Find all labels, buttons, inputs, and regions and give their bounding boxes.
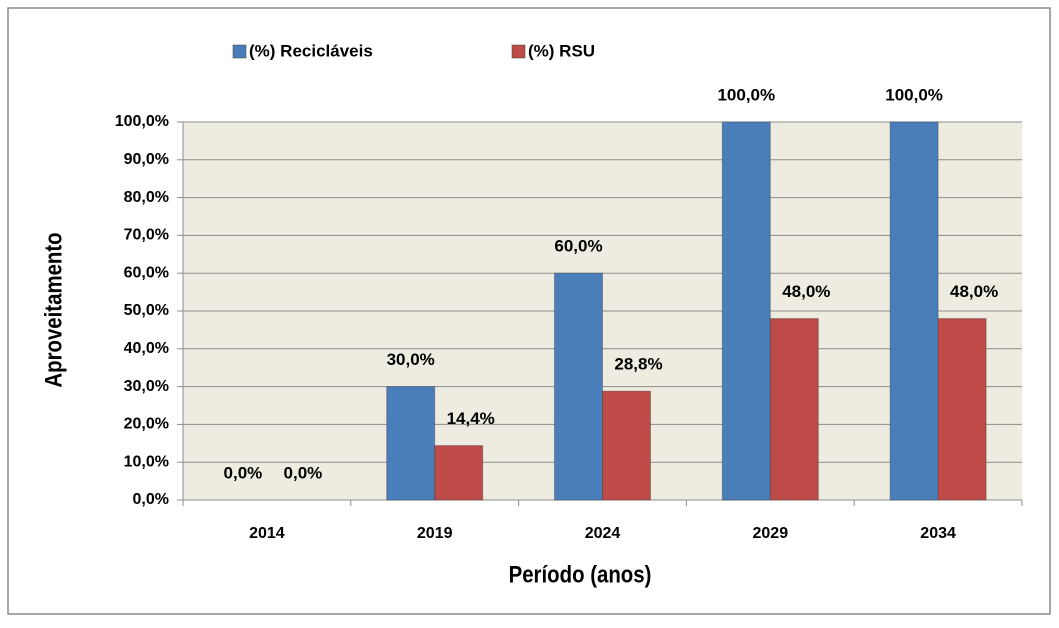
value-label: 48,0% xyxy=(950,282,998,301)
y-tick-label: 20,0% xyxy=(124,416,169,433)
value-label: 14,4% xyxy=(447,409,495,428)
bar xyxy=(937,318,987,501)
x-tick-label: 2024 xyxy=(585,525,621,542)
value-label: 28,8% xyxy=(614,355,662,374)
value-label: 0,0% xyxy=(284,463,323,482)
bar xyxy=(602,390,651,501)
value-label: 0,0% xyxy=(224,463,263,482)
value-label: 60,0% xyxy=(554,237,602,256)
x-tick-label: 2029 xyxy=(753,525,789,542)
y-tick-label: 90,0% xyxy=(124,151,169,168)
y-tick-label: 50,0% xyxy=(124,302,169,319)
y-tick-label: 10,0% xyxy=(124,453,169,470)
value-label: 100,0% xyxy=(885,85,943,104)
bar xyxy=(434,445,484,501)
y-tick-label: 70,0% xyxy=(124,227,169,244)
y-tick-label: 40,0% xyxy=(124,340,169,357)
bar xyxy=(889,121,939,501)
x-tick-label: 2014 xyxy=(249,525,285,542)
y-tick-label: 30,0% xyxy=(124,378,169,395)
bar xyxy=(769,318,819,501)
legend-label: (%) RSU xyxy=(528,41,595,60)
legend-swatch xyxy=(232,44,247,59)
x-axis-title: Período (anos) xyxy=(509,561,652,588)
value-label: 100,0% xyxy=(717,85,775,104)
bar xyxy=(554,272,603,501)
legend-label: (%) Recicláveis xyxy=(249,41,373,60)
value-label: 48,0% xyxy=(782,282,830,301)
bar xyxy=(721,121,771,501)
legend-swatch xyxy=(511,44,526,59)
y-tick-label: 100,0% xyxy=(115,113,169,130)
y-tick-label: 0,0% xyxy=(133,491,169,508)
value-label: 30,0% xyxy=(387,350,435,369)
y-tick-label: 60,0% xyxy=(124,264,169,281)
x-tick-label: 2034 xyxy=(920,525,956,542)
plot: 0,0% 10,0% 20,0% 30,0% 40,0% 50,0% 60,0% 70,0% 8… xyxy=(115,41,1023,542)
bar xyxy=(386,386,436,501)
x-tick-label: 2019 xyxy=(417,525,453,542)
y-tick-label: 80,0% xyxy=(124,189,169,206)
y-axis-title: Aproveitamento xyxy=(40,232,67,387)
